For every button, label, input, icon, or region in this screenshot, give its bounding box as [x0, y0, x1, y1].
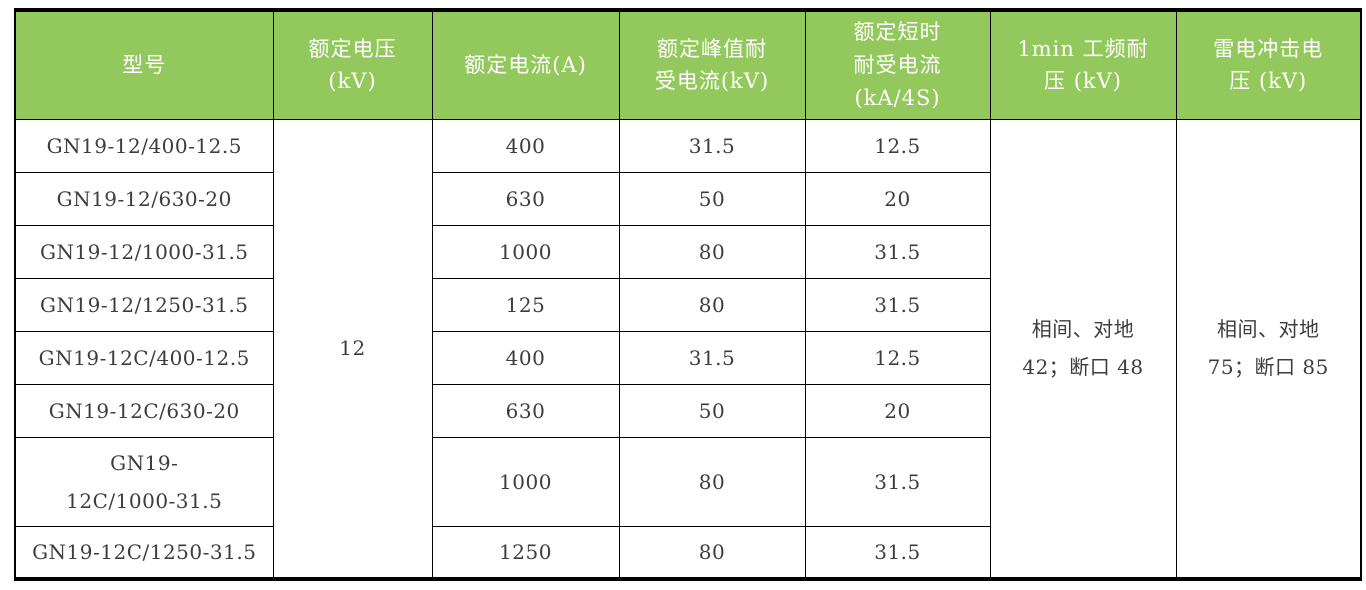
power-frequency-cell: 相间、对地 42；断口 48 — [989, 118, 1177, 580]
short-time-current-cell: 12.5 — [804, 330, 991, 385]
table-row: GN19- 12C/1000-31.5 1000 80 31.5 — [14, 436, 1361, 527]
short-time-current-cell: 20 — [804, 383, 991, 438]
header-rated-voltage: 额定电压 (kV) — [272, 9, 433, 120]
table-row: GN19-12C/1250-31.5 1250 80 31.5 — [14, 525, 1361, 580]
header-power-frequency-withstand: 1min 工频耐 压 (kV) — [989, 9, 1177, 120]
model-cell: GN19-12C/400-12.5 — [14, 330, 274, 385]
header-short-time-withstand-current: 额定短时 耐受电流 (kA/4S) — [804, 9, 991, 120]
peak-current-cell: 31.5 — [618, 118, 806, 173]
header-rated-current: 额定电流(A) — [431, 9, 620, 120]
model-cell: GN19-12C/1250-31.5 — [14, 525, 274, 580]
peak-current-cell: 80 — [618, 224, 806, 279]
rated-current-cell: 1250 — [431, 525, 620, 580]
peak-current-cell: 80 — [618, 436, 806, 527]
short-time-current-cell: 12.5 — [804, 118, 991, 173]
short-time-current-cell: 31.5 — [804, 277, 991, 332]
model-cell: GN19-12/630-20 — [14, 171, 274, 226]
table-row: GN19-12/1250-31.5 125 80 31.5 — [14, 277, 1361, 332]
model-cell: GN19- 12C/1000-31.5 — [14, 436, 274, 527]
model-cell: GN19-12/1250-31.5 — [14, 277, 274, 332]
peak-current-cell: 31.5 — [618, 330, 806, 385]
model-cell: GN19-12/400-12.5 — [14, 118, 274, 173]
model-cell: GN19-12C/630-20 — [14, 383, 274, 438]
rated-voltage-cell: 12 — [272, 118, 433, 580]
peak-current-cell: 50 — [618, 171, 806, 226]
rated-current-cell: 630 — [431, 171, 620, 226]
lightning-impulse-cell: 相间、对地 75；断口 85 — [1175, 118, 1362, 580]
table-row: GN19-12/400-12.5 12 400 31.5 12.5 相间、对地 … — [14, 118, 1362, 580]
short-time-current-cell: 31.5 — [804, 436, 991, 527]
model-cell: GN19-12/1000-31.5 — [14, 224, 274, 279]
peak-current-cell: 80 — [618, 277, 806, 332]
rated-current-cell: 400 — [431, 330, 620, 385]
header-model: 型号 — [14, 9, 274, 120]
short-time-current-cell: 20 — [804, 171, 991, 226]
rated-current-cell: 1000 — [431, 224, 620, 279]
table-row: GN19-12C/400-12.5 400 31.5 12.5 — [14, 330, 1361, 385]
table-row: GN19-12C/630-20 630 50 20 — [14, 383, 1361, 438]
rated-current-cell: 125 — [431, 277, 620, 332]
rated-current-cell: 630 — [431, 383, 620, 438]
peak-current-cell: 50 — [618, 383, 806, 438]
header-peak-withstand-current: 额定峰值耐 受电流(kV) — [618, 9, 806, 120]
spec-table: 型号 额定电压 (kV) 额定电流(A) 额定峰值耐 受电流(kV) 额定短时 … — [14, 8, 1362, 581]
peak-current-cell: 80 — [618, 525, 806, 580]
header-lightning-impulse: 雷电冲击电 压 (kV) — [1175, 9, 1362, 120]
rated-current-cell: 400 — [431, 118, 620, 173]
short-time-current-cell: 31.5 — [804, 525, 991, 580]
short-time-current-cell: 31.5 — [804, 224, 991, 279]
header-row: 型号 额定电压 (kV) 额定电流(A) 额定峰值耐 受电流(kV) 额定短时 … — [14, 9, 1362, 120]
rated-current-cell: 1000 — [431, 436, 620, 527]
